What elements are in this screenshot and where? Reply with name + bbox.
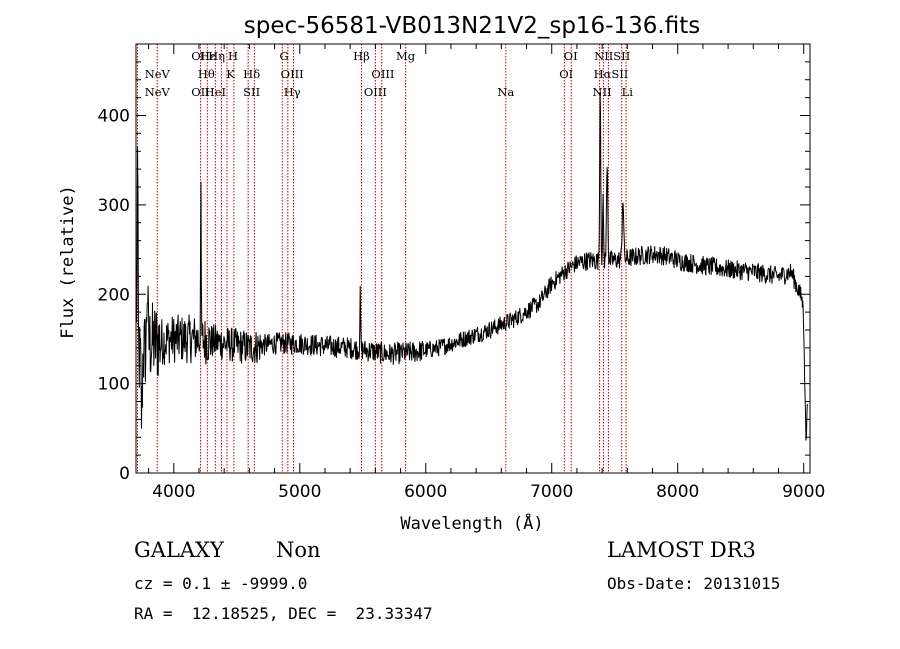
line-label: Hη <box>208 49 225 63</box>
y-tick-label: 400 <box>98 107 130 127</box>
line-label: Hθ <box>198 67 215 81</box>
line-label: OIII <box>281 67 304 81</box>
line-label: Mg <box>396 49 416 63</box>
chart-title: spec-56581-VB013N21V2_sp16-136.fits <box>244 13 700 39</box>
line-label: OI <box>564 49 578 63</box>
x-tick-label: 8000 <box>656 482 699 502</box>
emission-line-markers <box>137 44 627 473</box>
redshift-text: cz = 0.1 ± -9999.0 <box>134 574 308 593</box>
line-label: Hε <box>200 49 216 63</box>
line-label: NII <box>593 85 612 99</box>
survey-label: LAMOST DR3 <box>607 538 756 562</box>
spectrum-line <box>136 92 808 441</box>
line-label: OIII <box>364 85 387 99</box>
y-axis-label: Flux (relative) <box>58 185 78 339</box>
x-tick-label: 4000 <box>152 482 195 502</box>
line-label: OIII <box>371 67 394 81</box>
obs-date-text: Obs-Date: 20131015 <box>607 574 781 593</box>
x-axis-label: Wavelength (Å) <box>400 512 543 534</box>
y-tick-label: 100 <box>98 375 130 395</box>
line-label: HeI <box>205 85 226 99</box>
class-label: GALAXY <box>134 538 224 562</box>
line-label: Hβ <box>353 49 370 63</box>
line-label: HαSII <box>594 67 629 81</box>
line-label: NeV <box>145 67 171 81</box>
plot-frame <box>135 43 811 474</box>
line-label: H <box>228 49 238 63</box>
line-label: Hδ <box>243 67 260 81</box>
line-label: Na <box>497 85 514 99</box>
axis-ticks: 4000 5000 6000 7000 8000 9000 0 100 200 300 400 <box>98 44 825 502</box>
x-tick-label: 5000 <box>278 482 321 502</box>
x-tick-label: 9000 <box>782 482 825 502</box>
line-label: SII <box>243 85 260 99</box>
subclass-label: Non <box>276 538 321 562</box>
y-tick-label: 200 <box>98 285 130 305</box>
line-label: OI <box>559 67 573 81</box>
radec-text: RA = 12.18525, DEC = 23.33347 <box>134 604 433 623</box>
line-label: OII <box>191 85 210 99</box>
y-tick-label: 300 <box>98 196 130 216</box>
y-tick-label: 0 <box>119 464 130 484</box>
line-label: Li <box>622 85 634 99</box>
line-label: Hγ <box>284 85 301 99</box>
x-tick-label: 7000 <box>530 482 573 502</box>
line-label: G <box>280 49 289 63</box>
line-label: NIISII <box>594 49 630 63</box>
line-label: NeV <box>145 85 171 99</box>
x-tick-label: 6000 <box>404 482 447 502</box>
line-label: OII <box>191 49 210 63</box>
line-label: K <box>226 67 235 81</box>
